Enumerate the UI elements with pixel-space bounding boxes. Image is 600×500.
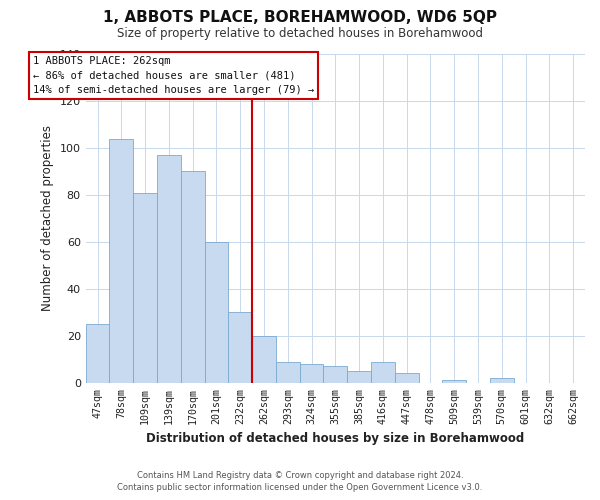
Bar <box>181 172 205 383</box>
Bar <box>442 380 466 383</box>
Bar <box>395 374 419 383</box>
Text: Size of property relative to detached houses in Borehamwood: Size of property relative to detached ho… <box>117 28 483 40</box>
Text: 1 ABBOTS PLACE: 262sqm
← 86% of detached houses are smaller (481)
14% of semi-de: 1 ABBOTS PLACE: 262sqm ← 86% of detached… <box>33 56 314 94</box>
Bar <box>323 366 347 383</box>
Bar <box>157 155 181 383</box>
Bar <box>109 138 133 383</box>
Bar <box>347 371 371 383</box>
Text: Contains HM Land Registry data © Crown copyright and database right 2024.
Contai: Contains HM Land Registry data © Crown c… <box>118 471 482 492</box>
Bar <box>86 324 109 383</box>
Text: 1, ABBOTS PLACE, BOREHAMWOOD, WD6 5QP: 1, ABBOTS PLACE, BOREHAMWOOD, WD6 5QP <box>103 10 497 25</box>
Bar <box>133 192 157 383</box>
Bar <box>229 312 252 383</box>
Bar <box>490 378 514 383</box>
Bar <box>371 362 395 383</box>
Y-axis label: Number of detached properties: Number of detached properties <box>41 126 54 312</box>
Bar <box>252 336 276 383</box>
X-axis label: Distribution of detached houses by size in Borehamwood: Distribution of detached houses by size … <box>146 432 524 445</box>
Bar <box>299 364 323 383</box>
Bar <box>276 362 299 383</box>
Bar <box>205 242 229 383</box>
